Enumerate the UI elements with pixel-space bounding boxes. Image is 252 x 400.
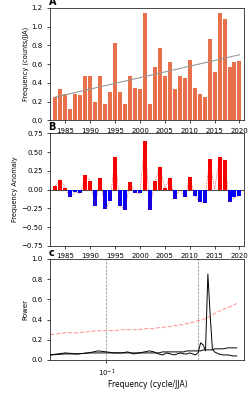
Bar xyxy=(78,95,82,120)
Bar xyxy=(108,190,112,201)
Bar xyxy=(163,188,167,190)
Bar xyxy=(168,178,172,190)
Bar xyxy=(217,13,222,120)
Bar xyxy=(193,88,197,120)
Bar xyxy=(63,188,67,190)
Text: 3.25yr: 3.25yr xyxy=(181,313,203,319)
Bar xyxy=(118,190,122,206)
Bar xyxy=(138,90,142,120)
X-axis label: Frequency (cycle/JJA): Frequency (cycle/JJA) xyxy=(108,380,187,389)
Bar xyxy=(63,94,67,120)
Bar xyxy=(158,48,162,120)
Text: c: c xyxy=(48,248,54,258)
Bar xyxy=(208,159,212,190)
Bar xyxy=(153,67,157,120)
Bar xyxy=(188,60,192,120)
Bar xyxy=(68,190,72,197)
Bar xyxy=(198,190,202,202)
Text: Power Spectrum(ERA5 Detrend): Power Spectrum(ERA5 Detrend) xyxy=(92,293,203,300)
Bar xyxy=(108,92,112,120)
X-axis label: Year: Year xyxy=(139,261,155,270)
Bar xyxy=(88,76,92,120)
Bar xyxy=(58,90,62,120)
Bar xyxy=(133,190,137,193)
Bar xyxy=(83,175,87,190)
Bar xyxy=(58,180,62,190)
Bar xyxy=(203,97,207,120)
Y-axis label: Frequency Anomaly: Frequency Anomaly xyxy=(13,157,18,222)
Bar xyxy=(123,104,127,120)
Bar xyxy=(53,97,57,120)
Bar xyxy=(93,102,97,120)
Bar xyxy=(98,76,102,120)
Bar xyxy=(103,190,107,209)
Bar xyxy=(113,158,117,190)
Text: A: A xyxy=(48,0,56,7)
Bar xyxy=(223,160,227,190)
X-axis label: Year: Year xyxy=(139,136,155,144)
Bar xyxy=(158,167,162,190)
Bar xyxy=(213,72,216,120)
Bar xyxy=(233,62,236,120)
Bar xyxy=(68,109,72,120)
Bar xyxy=(217,158,222,190)
Bar xyxy=(93,190,97,206)
Bar xyxy=(113,43,117,120)
Bar xyxy=(73,94,77,120)
Bar xyxy=(188,177,192,190)
Bar xyxy=(168,62,172,120)
Bar xyxy=(153,181,157,190)
Bar xyxy=(133,88,137,120)
Bar xyxy=(73,190,77,192)
Bar xyxy=(203,190,207,203)
Bar xyxy=(53,186,57,190)
Bar xyxy=(237,61,241,120)
Text: 10yr: 10yr xyxy=(97,313,113,319)
Bar xyxy=(163,76,167,120)
Bar xyxy=(103,104,107,120)
Bar xyxy=(233,190,236,197)
Bar xyxy=(138,190,142,193)
Bar xyxy=(88,181,92,190)
Bar xyxy=(98,178,102,190)
Y-axis label: Frequency (counts/JJA): Frequency (counts/JJA) xyxy=(22,27,29,101)
Bar xyxy=(183,190,187,197)
Bar xyxy=(148,104,152,120)
Bar xyxy=(228,67,232,120)
Bar xyxy=(83,76,87,120)
Bar xyxy=(173,190,177,199)
Bar xyxy=(178,76,182,120)
Bar xyxy=(123,190,127,210)
Bar xyxy=(143,141,147,190)
Bar xyxy=(193,190,197,196)
Bar xyxy=(237,190,241,196)
Bar xyxy=(78,190,82,193)
Bar xyxy=(128,76,132,120)
Bar xyxy=(173,90,177,120)
Bar xyxy=(183,78,187,120)
Bar xyxy=(148,190,152,210)
Bar xyxy=(128,182,132,190)
Bar xyxy=(198,94,202,120)
Bar xyxy=(143,13,147,120)
Bar xyxy=(208,39,212,120)
Text: B: B xyxy=(48,122,56,132)
Y-axis label: Power: Power xyxy=(23,299,29,320)
Bar xyxy=(223,19,227,120)
Bar xyxy=(118,92,122,120)
Bar xyxy=(228,190,232,202)
